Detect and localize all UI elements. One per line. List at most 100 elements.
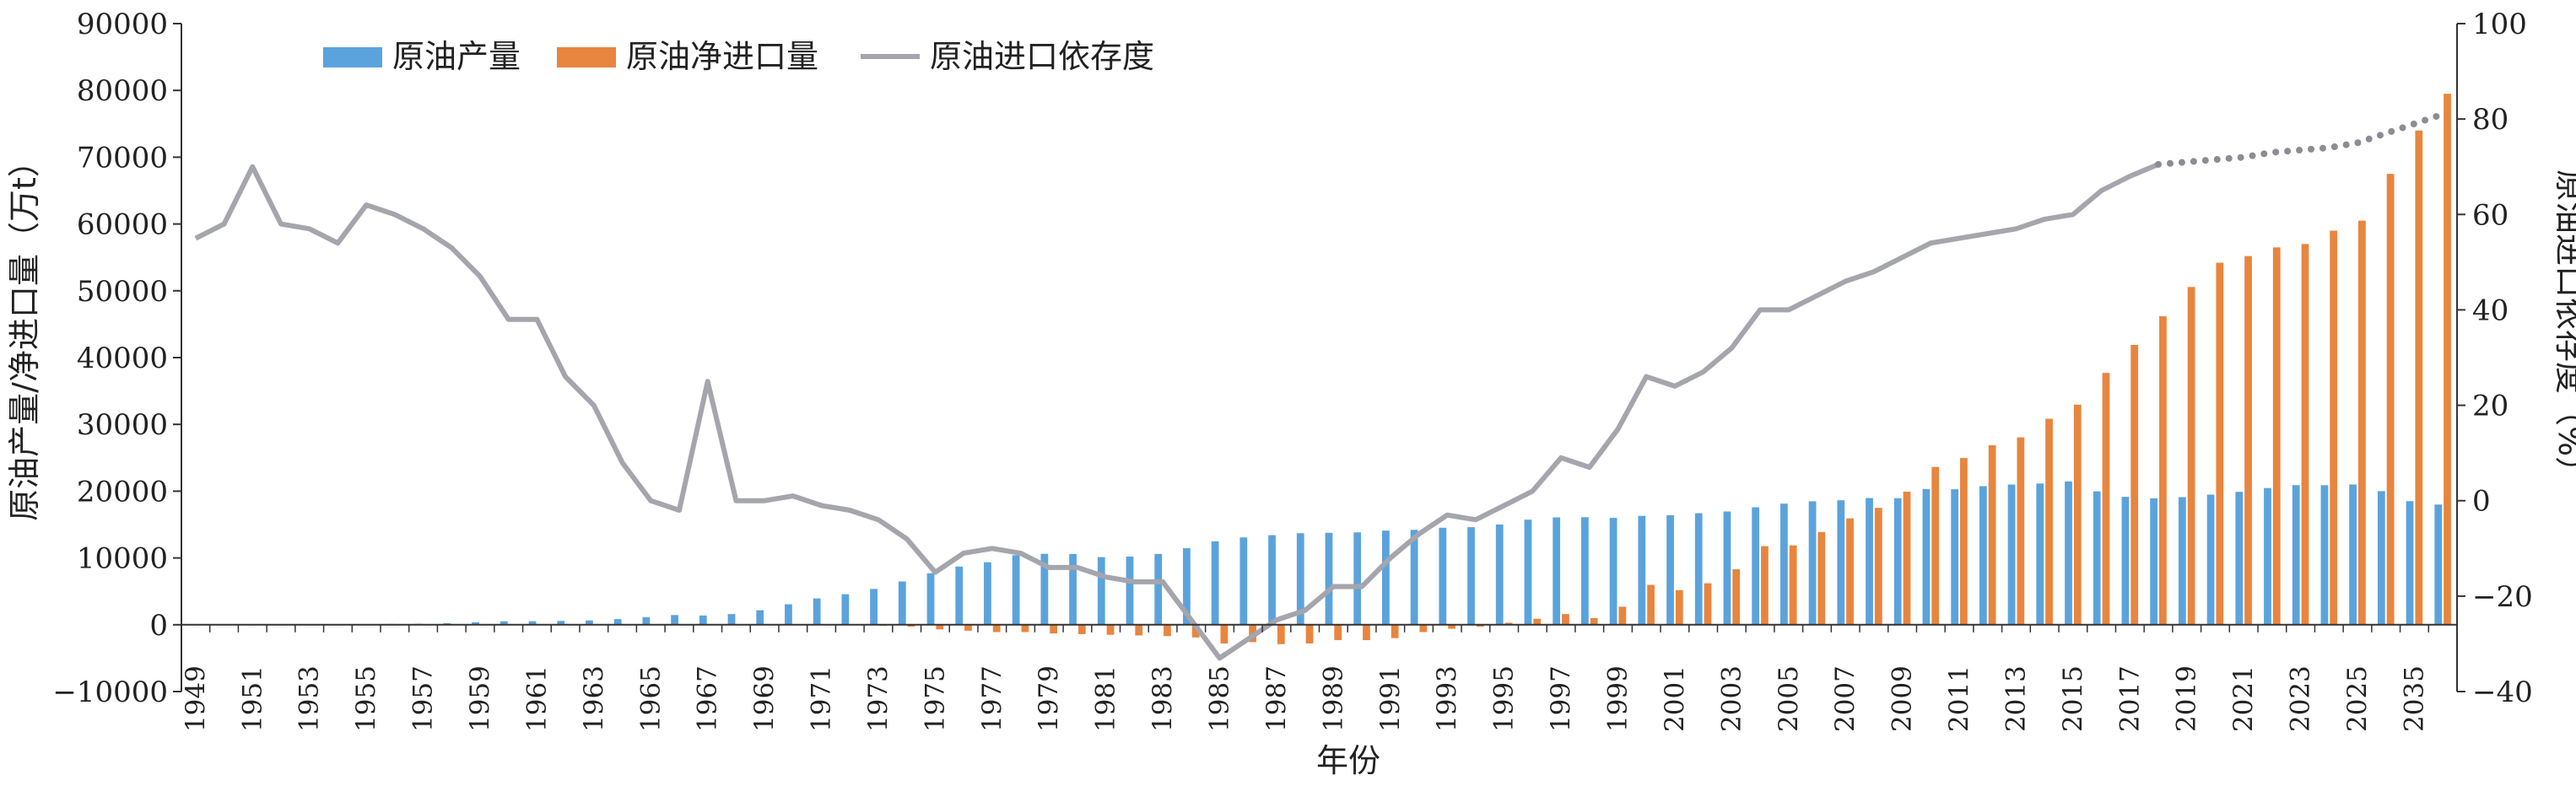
x-tick-label: 2017	[2114, 665, 2145, 732]
x-tick-label: 2035	[2399, 665, 2429, 732]
production-bar-1976	[955, 566, 964, 625]
net-import-bar-1991	[1391, 624, 1399, 638]
net-import-bar-2006	[1817, 531, 1826, 625]
production-bar-1979	[1040, 553, 1049, 625]
net-import-bar-1994	[1476, 624, 1484, 627]
net-import-bar-1988	[1305, 624, 1314, 643]
net-import-bar-2008	[1874, 508, 1882, 625]
left-tick-label: 40000	[77, 342, 168, 375]
x-tick-label: 1997	[1546, 665, 1576, 732]
net-import-bar-2012	[1988, 444, 1996, 625]
dependency-line-forecast	[2155, 110, 2447, 168]
x-tick-label: 1961	[521, 665, 552, 732]
x-tick-label: 1955	[351, 665, 381, 732]
production-bar-2030	[2377, 491, 2385, 625]
production-bar-1982	[1126, 556, 1134, 625]
x-tick-label: 1963	[579, 665, 609, 732]
net-import-bar-1985	[1220, 624, 1229, 643]
production-bar-2006	[1808, 501, 1817, 625]
net-import-bar-2019	[2187, 287, 2195, 625]
production-bar-1973	[870, 589, 878, 625]
production-bar-1997	[1553, 517, 1561, 625]
net-import-bar-1976	[964, 624, 972, 631]
right-tick-label: 20	[2472, 390, 2508, 423]
x-tick-label: 2005	[1774, 665, 1804, 732]
production-bar-2014	[2036, 483, 2044, 625]
x-tick-label: 2007	[1830, 665, 1860, 732]
production-bar-1996	[1524, 520, 1532, 625]
production-bar-1987	[1268, 535, 1276, 625]
legend: 原油产量 原油净进口量 原油进口依存度	[323, 38, 1154, 75]
net-import-bar-1984	[1191, 624, 1200, 638]
net-import-bar-1995	[1504, 622, 1513, 625]
net-import-bar-2004	[1761, 546, 1769, 625]
production-bar-2024	[2320, 485, 2329, 625]
right-y-axis-title: 原油进口依存度（%）	[2552, 170, 2576, 488]
legend-label-net-import: 原油净进口量	[626, 38, 818, 75]
x-tick-label: 2019	[2172, 665, 2202, 732]
production-bar-2008	[1866, 498, 1873, 625]
production-bar-2025	[2349, 484, 2357, 625]
net-import-bar-1979	[1050, 624, 1057, 634]
net-import-bar-2040	[2444, 94, 2451, 625]
net-import-bar-2023	[2301, 244, 2309, 625]
production-bar-2020	[2206, 494, 2215, 625]
x-tick-label: 2011	[1944, 665, 1974, 732]
production-bar-1986	[1239, 537, 1248, 625]
x-tick-label: 2025	[2342, 665, 2373, 732]
legend-label-production: 原油产量	[392, 38, 521, 75]
production-bar-1995	[1495, 524, 1504, 625]
x-tick-label: 2013	[2001, 665, 2032, 732]
production-bar-1999	[1609, 518, 1617, 625]
production-bar-1965	[642, 616, 651, 625]
production-bar-2013	[2007, 484, 2016, 625]
net-import-bar-1993	[1448, 624, 1455, 629]
right-tick-label: 60	[2472, 198, 2508, 232]
net-import-bar-1997	[1562, 614, 1569, 625]
production-bar-1980	[1069, 553, 1077, 625]
production-bar-1967	[699, 615, 707, 625]
production-bar-1963	[586, 620, 593, 625]
production-bar-1962	[557, 621, 565, 625]
net-import-bar-2002	[1704, 583, 1712, 625]
production-bar-2003	[1723, 511, 1731, 625]
left-tick-label: 30000	[77, 408, 168, 442]
production-bar-1978	[1012, 555, 1020, 625]
net-import-bar-2015	[2073, 404, 2082, 625]
production-bar-2021	[2235, 492, 2244, 625]
production-bar-1959	[472, 622, 479, 625]
x-tick-label: 1949	[181, 665, 211, 732]
production-bar-1990	[1353, 532, 1362, 625]
production-bar-2005	[1779, 503, 1788, 625]
production-bar-1975	[926, 573, 935, 625]
net-import-bar-1987	[1277, 624, 1285, 644]
net-import-bar-2010	[1931, 466, 1940, 625]
production-bar-1964	[613, 619, 622, 625]
net-import-bar-2017	[2130, 344, 2139, 625]
x-tick-label: 2023	[2286, 665, 2316, 732]
net-import-bar-2022	[2272, 247, 2281, 625]
production-bar-1966	[671, 615, 678, 625]
x-tick-label: 1985	[1205, 665, 1235, 732]
production-bar-1985	[1211, 541, 1219, 625]
net-import-bar-2011	[1960, 458, 1968, 625]
net-import-bar-1974	[907, 624, 915, 627]
production-bar-1969	[756, 610, 764, 625]
net-import-bar-1981	[1106, 624, 1115, 635]
x-tick-label: 1953	[294, 665, 325, 732]
x-tick-label: 1967	[693, 665, 723, 732]
x-tick-label: 1975	[920, 665, 950, 732]
x-tick-label: 1993	[1432, 665, 1462, 732]
production-bar-2035	[2406, 501, 2414, 625]
production-bar-1988	[1296, 533, 1304, 625]
right-tick-label: 100	[2472, 8, 2527, 41]
net-import-bar-2035	[2415, 130, 2423, 625]
production-bar-2002	[1694, 513, 1703, 625]
x-ticks: 1949 1951 1953 1955 1957 1959 1961 1963 1965 1967…	[181, 624, 2458, 732]
right-tick-label: 0	[2472, 485, 2491, 519]
x-tick-label: 1969	[749, 665, 780, 732]
net-import-bar-2021	[2244, 256, 2252, 625]
x-tick-label: 2001	[1660, 665, 1690, 732]
x-tick-label: 1983	[1148, 665, 1178, 732]
